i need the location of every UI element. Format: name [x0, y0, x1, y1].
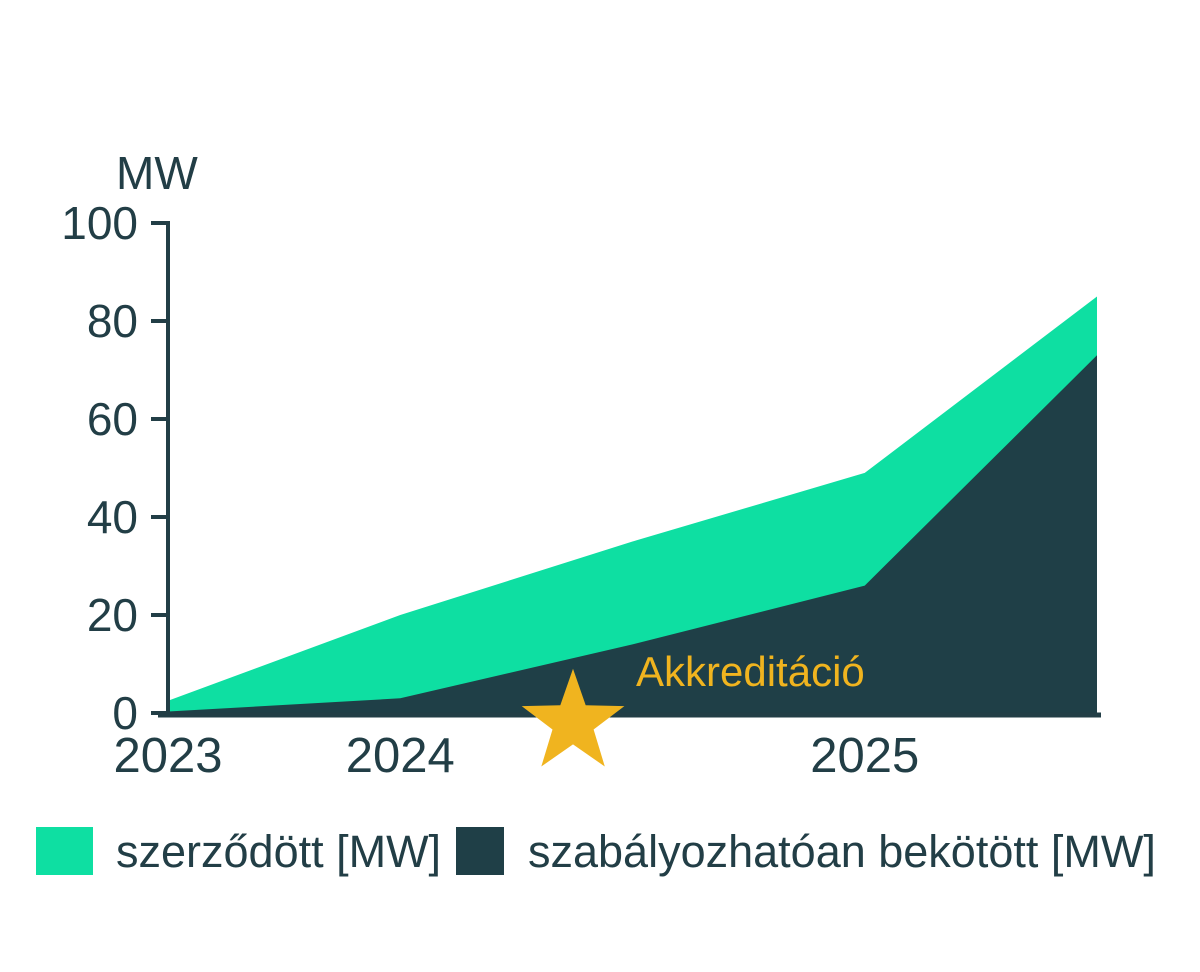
- y-tick-label: 0: [112, 687, 138, 739]
- y-tick-label: 40: [87, 491, 138, 543]
- y-tick-label: 20: [87, 589, 138, 641]
- x-tick-label: 2023: [113, 729, 222, 783]
- area-series-1: [168, 355, 1097, 713]
- y-tick-label: 80: [87, 295, 138, 347]
- star-icon: [521, 668, 625, 767]
- annotation-label: Akkreditáció: [636, 648, 865, 695]
- legend-swatch-bekotott: [456, 827, 504, 875]
- y-tick-label: 100: [61, 197, 138, 249]
- legend-label-szerzodott: szerződött [MW]: [116, 826, 442, 877]
- legend-swatch-szerzodott: [36, 827, 93, 875]
- y-tick-label: 60: [87, 393, 138, 445]
- legend-label-bekotott: szabályozhatóan bekötött [MW]: [528, 826, 1156, 877]
- legend: szerződött [MW] szabályozhatóan bekötött…: [0, 827, 1200, 876]
- x-tick-label: 2025: [810, 729, 919, 783]
- x-tick-label: 2024: [346, 729, 455, 783]
- y-axis-title: MW: [116, 147, 198, 199]
